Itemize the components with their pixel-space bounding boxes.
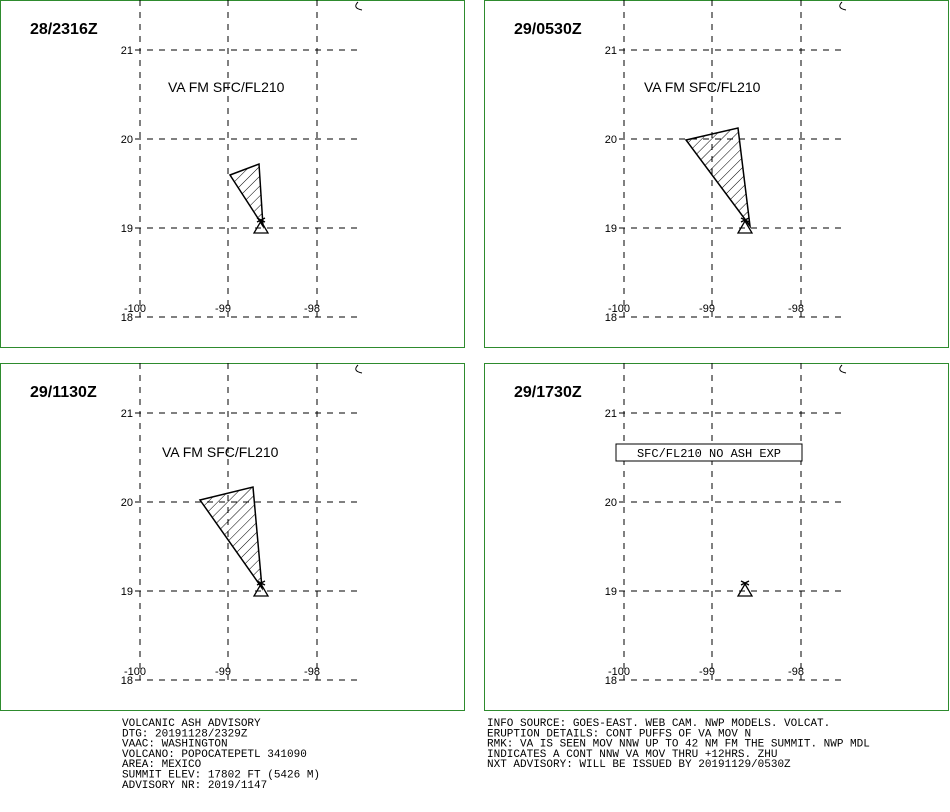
lat-label: 21 [605, 408, 617, 420]
lon-label: -98 [788, 303, 804, 315]
advisory-line: NXT ADVISORY: WILL BE ISSUED BY 20191129… [487, 759, 791, 771]
advisory-line: ERUPTION DETAILS: CONT PUFFS OF VA MOV N [487, 728, 751, 740]
ash-area [684, 127, 752, 229]
advisory-line: SUMMIT ELEV: 17802 FT (5426 M) [122, 770, 320, 782]
lat-label: 19 [605, 223, 617, 235]
coast [355, 364, 363, 374]
annotation: VA FM SFC/FL210 [162, 444, 279, 460]
advisory-line: VOLCANO: POPOCATEPETL 341090 [122, 749, 307, 761]
volcano [252, 580, 270, 597]
map-panel: 21 20 19 18-100 -99 -98 28/2316Z VA FM SFC/FL21… [0, 0, 465, 348]
advisory-line: VAAC: WASHINGTON [122, 739, 228, 751]
annotation: SFC/FL210 NO ASH EXP [637, 447, 781, 461]
lon-label: -99 [215, 303, 231, 315]
annotation-box [615, 443, 803, 462]
lat-label: 21 [121, 408, 133, 420]
panel-border [0, 363, 465, 711]
lat-label: 21 [605, 45, 617, 57]
lat-label: 18 [121, 312, 133, 324]
lat-label: 19 [121, 586, 133, 598]
lon-label: -100 [608, 303, 630, 315]
lon-label: -100 [608, 666, 630, 678]
time-label: 29/0530Z [514, 21, 582, 38]
lon-label: -100 [124, 666, 146, 678]
map-panel: 21 20 19 18-100 -99 -98 29/1730Z SFC/FL210 NO A… [484, 363, 949, 711]
volcano [252, 217, 270, 234]
panel-border [484, 363, 949, 711]
lon-label: -99 [699, 303, 715, 315]
lon-label: -98 [304, 303, 320, 315]
time-label: 29/1730Z [514, 384, 582, 401]
advisory-line: AREA: MEXICO [122, 759, 202, 771]
lat-label: 18 [605, 675, 617, 687]
annotation: VA FM SFC/FL210 [168, 79, 285, 95]
lat-label: 21 [121, 45, 133, 57]
panel-border [0, 0, 465, 348]
advisory-line: DTG: 20191128/2329Z [122, 728, 248, 740]
coast [839, 1, 847, 11]
ash-area [198, 486, 263, 591]
map-panel: 21 20 19 18-100 -99 -98 29/1130Z VA FM SFC/FL21… [0, 363, 465, 711]
coast [839, 364, 847, 374]
ash-area [228, 162, 264, 229]
time-label: 29/1130Z [30, 384, 97, 401]
lon-label: -98 [304, 666, 320, 678]
advisory-line: ADVISORY NR: 2019/1147 [122, 780, 267, 792]
lat-label: 20 [121, 497, 133, 509]
advisory-line: VOLCANIC ASH ADVISORY [122, 718, 261, 730]
lon-label: -100 [124, 303, 146, 315]
volcano [736, 580, 754, 597]
map-panel: 21 20 19 18-100 -99 -98 29/0530Z VA FM SFC/FL21… [484, 0, 949, 348]
lon-label: -98 [788, 666, 804, 678]
coast [355, 1, 363, 11]
advisory-line: RMK: VA IS SEEN MOV NNW UP TO 42 NM FM T… [487, 739, 870, 751]
advisory-line: INFO SOURCE: GOES-EAST. WEB CAM. NWP MOD… [487, 718, 830, 730]
volcano [736, 217, 754, 234]
panel-border [484, 0, 949, 348]
lat-label: 20 [605, 497, 617, 509]
annotation: VA FM SFC/FL210 [644, 79, 761, 95]
lat-label: 18 [121, 675, 133, 687]
lat-label: 19 [121, 223, 133, 235]
lon-label: -99 [215, 666, 231, 678]
time-label: 28/2316Z [30, 21, 98, 38]
lat-label: 18 [605, 312, 617, 324]
lon-label: -99 [699, 666, 715, 678]
lat-label: 19 [605, 586, 617, 598]
advisory-line: INDICATES A CONT NNW VA MOV THRU +12HRS.… [487, 749, 777, 761]
lat-label: 20 [121, 134, 133, 146]
lat-label: 20 [605, 134, 617, 146]
